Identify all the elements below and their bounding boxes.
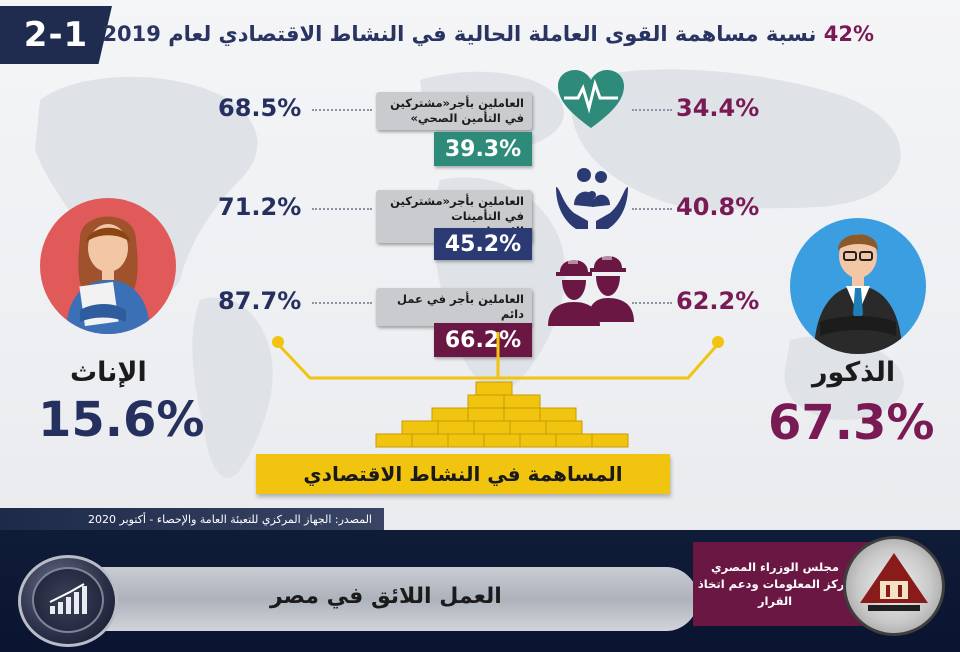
- title-text: نسبة مساهمة القوى العاملة الحالية في الن…: [102, 22, 817, 46]
- source-note: المصدر: الجهاز المركزي للتعبئة العامة وا…: [0, 508, 384, 530]
- footer-title: العمل اللائق في مصر: [270, 584, 502, 609]
- category-label-line: العاملين بأجر«مشتركين: [390, 194, 524, 208]
- page-title: 42% نسبة مساهمة القوى العاملة الحالية في…: [102, 22, 874, 46]
- section-badge: 2-1: [0, 6, 112, 64]
- title-percent: 42%: [823, 22, 874, 46]
- category-label-line: في التأمين الصحي»: [410, 111, 524, 125]
- gold-bars-icon: [375, 381, 629, 448]
- leader-line: [312, 302, 372, 304]
- category-value-health-insurance: 39.3%: [434, 132, 532, 166]
- growth-chart-icon: [49, 583, 87, 614]
- category-value-social-insurance: 45.2%: [434, 228, 532, 260]
- category-label-permanent-work: العاملين بأجر في عمل دائم: [376, 288, 532, 326]
- category-value-permanent-work: 66.2%: [434, 323, 532, 357]
- heartbeat-icon: [558, 70, 624, 128]
- council-name: مجلس الوزراء المصري مركز المعلومات ودعم …: [693, 542, 871, 626]
- female-percent-permanent-work: 87.7%: [218, 287, 302, 315]
- leader-line: [632, 208, 672, 210]
- category-label-line: العاملين بأجر«مشتركين: [390, 96, 524, 110]
- male-percent-social-insurance: 40.8%: [676, 193, 760, 221]
- footer-title-bar: [48, 567, 698, 631]
- leader-line: [312, 208, 372, 210]
- family-hands-icon: [556, 168, 628, 229]
- male-label: الذكور: [812, 357, 896, 388]
- council-line: مجلس الوزراء المصري: [711, 559, 839, 574]
- balance-line-decoration: [272, 332, 724, 380]
- female-total-percent: 15.6%: [38, 392, 205, 448]
- category-label-health-insurance: العاملين بأجر«مشتركين في التأمين الصحي»: [376, 92, 532, 130]
- woman-avatar-icon: [40, 198, 176, 334]
- workers-helmet-icon: [548, 256, 634, 326]
- economic-activity-label: المساهمة في النشاط الاقتصادي: [256, 454, 670, 494]
- male-total-percent: 67.3%: [768, 395, 935, 451]
- male-percent-permanent-work: 62.2%: [676, 287, 760, 315]
- man-avatar-icon: [790, 218, 926, 354]
- female-label: الإناث: [70, 357, 147, 388]
- female-percent-health-insurance: 68.5%: [218, 94, 302, 122]
- leader-line: [312, 109, 372, 111]
- female-percent-social-insurance: 71.2%: [218, 193, 302, 221]
- category-label-line: العاملين بأجر في عمل دائم: [396, 292, 524, 321]
- council-line: مركز المعلومات ودعم اتخاذ القرار: [697, 576, 853, 608]
- idsc-logo-icon: [843, 536, 945, 636]
- male-percent-health-insurance: 34.4%: [676, 94, 760, 122]
- leader-line: [632, 302, 672, 304]
- leader-line: [632, 109, 672, 111]
